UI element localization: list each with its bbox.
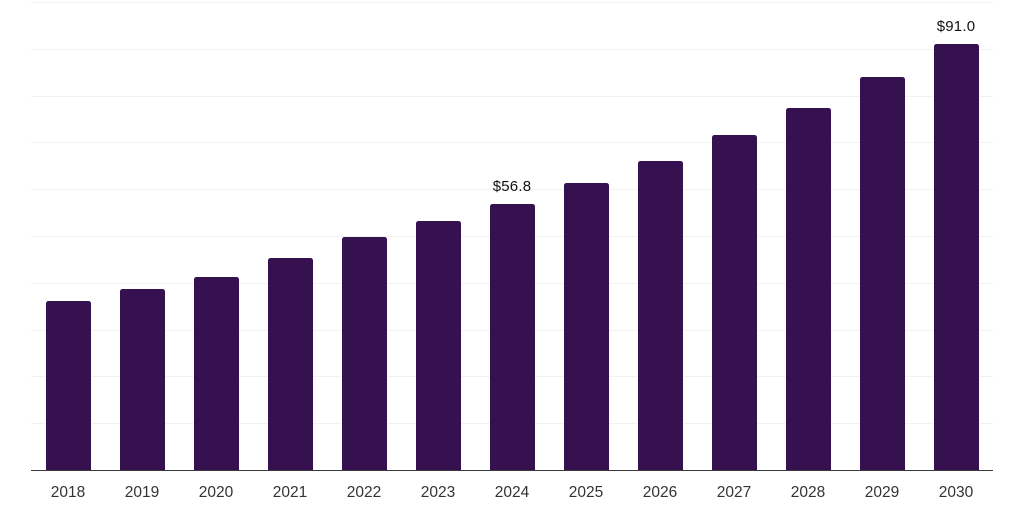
- gridline-60: [31, 189, 993, 191]
- bar-2030: [933, 44, 979, 470]
- x-tick-2020: 2020: [198, 484, 234, 501]
- x-tick-2029: 2029: [864, 484, 900, 501]
- bar-2021: [267, 258, 313, 470]
- bar-2019: [119, 289, 165, 470]
- gridline-70: [31, 142, 993, 144]
- x-tick-2019: 2019: [124, 484, 160, 501]
- plot-area: $56.8 $91.0: [31, 2, 993, 471]
- x-tick-2023: 2023: [420, 484, 456, 501]
- x-tick-2027: 2027: [716, 484, 752, 501]
- bar-value-label-2024: $56.8: [492, 178, 532, 195]
- bar-2027: [711, 135, 757, 470]
- bar-2026: [637, 161, 683, 470]
- x-tick-2018: 2018: [50, 484, 86, 501]
- x-tick-2028: 2028: [790, 484, 826, 501]
- x-tick-2026: 2026: [642, 484, 678, 501]
- bar-2022: [341, 237, 387, 470]
- x-axis-line: [31, 469, 993, 471]
- x-tick-2022: 2022: [346, 484, 382, 501]
- bar-2020: [193, 277, 239, 470]
- gridline-90: [31, 48, 993, 50]
- gridline-80: [31, 95, 993, 97]
- bar-2023: [415, 221, 461, 470]
- x-tick-2025: 2025: [568, 484, 604, 501]
- bar-2029: [859, 77, 905, 470]
- x-tick-2030: 2030: [938, 484, 974, 501]
- bar-2024: [489, 204, 535, 470]
- bar-2028: [785, 108, 831, 470]
- x-tick-2021: 2021: [272, 484, 308, 501]
- gridline-100: [31, 2, 993, 3]
- bar-2025: [563, 183, 609, 470]
- x-tick-2024: 2024: [494, 484, 530, 501]
- bar-value-label-2030: $91.0: [936, 18, 976, 35]
- bar-2018: [45, 301, 91, 470]
